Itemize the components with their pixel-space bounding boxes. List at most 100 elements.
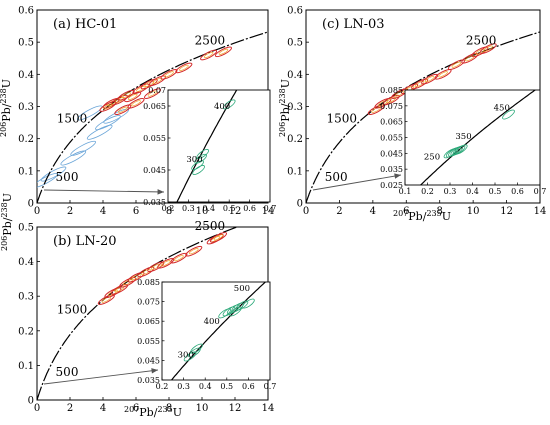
- data-ellipse: [137, 266, 155, 278]
- inset-plot-area: [176, 90, 238, 202]
- data-ellipse-inner: [188, 248, 199, 255]
- x-tick-label: 4: [100, 403, 106, 414]
- data-ellipse: [461, 52, 479, 64]
- panel-b: 0 2 4 6 8 10 12 14 0 0.1 0.2 0.3 0.4 0.5 500 1500 2500 (b…: [18, 219, 277, 419]
- inset-data-ellipse: [192, 165, 205, 175]
- y-tick-label: 0.5: [287, 38, 303, 49]
- y-tick-label: 0.4: [18, 257, 34, 268]
- x-axis-label: 207Pb/235U: [393, 209, 451, 223]
- inset: 0.2 0.3 0.4 0.5 0.6 0.7 0.035 0.045 0.055 0.065 0.…: [137, 278, 277, 391]
- inset-frame: [404, 89, 541, 186]
- inset-age-label: 500: [234, 284, 250, 294]
- inset-data-ellipse: [190, 343, 203, 354]
- y-tick-label: 0.4: [287, 70, 303, 81]
- inset-x-tick-label: 0.4: [202, 204, 215, 213]
- data-ellipse: [127, 271, 145, 283]
- data-ellipse-discordant: [37, 172, 59, 188]
- concordia-age-label: 500: [56, 170, 79, 184]
- concordia-age-label: 500: [325, 170, 348, 184]
- data-ellipse-inner: [218, 48, 229, 55]
- y-tick-label: 0.2: [18, 134, 34, 145]
- data-ellipse: [447, 59, 465, 70]
- x-tick-label: 14: [262, 206, 275, 217]
- inset-x-tick-label: 0.6: [243, 204, 256, 213]
- zoom-arrow-line: [43, 369, 159, 385]
- data-ellipse: [170, 252, 188, 264]
- x-tick-label: 8: [166, 403, 172, 414]
- inset-y-tick-label: 0.035: [137, 376, 160, 385]
- inset-y-tick-label: 0.065: [143, 102, 166, 111]
- inset-x-tick-label: 0.2: [421, 187, 434, 196]
- data-ellipse: [127, 97, 145, 109]
- data-ellipse-inner: [213, 234, 224, 241]
- concordia-age-label: 500: [56, 365, 79, 379]
- concordia-age-label: 2500: [466, 34, 497, 48]
- panel-label: (a) HC-01: [53, 17, 117, 32]
- zoom-arrow-line: [312, 174, 402, 191]
- y-tick-label: 0.2: [18, 326, 34, 337]
- inset-data-ellipse: [242, 298, 255, 309]
- y-axis-label: 206Pb/238U: [278, 79, 292, 137]
- inset-y-tick-label: 0.045: [137, 356, 160, 365]
- shared-y-axis-label: 206Pb/238U: [0, 193, 14, 251]
- y-tick-label: 0.1: [287, 166, 303, 177]
- data-ellipse: [148, 75, 166, 87]
- panel-label: (b) LN-20: [53, 234, 117, 249]
- data-ellipse-inner: [141, 269, 151, 275]
- y-tick-label: 0.6: [18, 6, 34, 17]
- inset-x-tick-label: 0.7: [264, 204, 277, 213]
- inset-y-tick-label: 0.025: [380, 181, 403, 190]
- inset: 0.2 0.3 0.4 0.5 0.6 0.7 0.035 0.045 0.055 0.065 0.…: [143, 86, 277, 213]
- zoom-arrow-head: [394, 173, 401, 179]
- x-tick-label: 2: [336, 206, 342, 217]
- data-ellipse: [374, 97, 392, 109]
- y-tick-label: 0.5: [18, 223, 34, 234]
- plot-area: [37, 31, 268, 203]
- data-ellipse-discordant: [95, 115, 121, 131]
- data-ellipse: [119, 277, 137, 288]
- data-ellipse-inner: [465, 55, 475, 62]
- inset-x-tick-label: 0.3: [182, 204, 195, 213]
- inset-x-tick-label: 0.6: [242, 382, 255, 391]
- inset-x-tick-label: 0.2: [162, 204, 175, 213]
- inset-y-tick-label: 0.065: [380, 118, 403, 127]
- concordia-curve: [37, 227, 239, 400]
- data-ellipse-inner: [103, 103, 113, 110]
- concordia-age-label: 1500: [57, 112, 88, 126]
- inset-age-label: 400: [204, 317, 220, 327]
- x-tick-label: 2: [67, 206, 73, 217]
- inset-y-tick-label: 0.075: [380, 102, 403, 111]
- concordia-age-label: 1500: [57, 302, 88, 316]
- data-ellipse: [471, 46, 489, 58]
- data-ellipse: [479, 43, 497, 54]
- data-ellipse: [175, 62, 193, 74]
- x-tick-label: 4: [100, 206, 106, 217]
- inset-y-tick-label: 0.035: [143, 198, 166, 207]
- data-ellipse-inner: [438, 71, 448, 78]
- data-ellipse-inner: [164, 71, 174, 78]
- inset-data-ellipse: [231, 302, 244, 313]
- inset-data-ellipse: [229, 306, 242, 317]
- data-ellipse-inner: [147, 90, 158, 97]
- inset-y-tick-label: 0.045: [380, 149, 403, 158]
- zoom-arrow-head: [151, 368, 158, 374]
- inset-x-tick-label: 0.7: [264, 382, 277, 391]
- data-ellipse-inner: [131, 100, 141, 107]
- data-ellipse-inner: [414, 81, 425, 87]
- concordia-age-label: 1500: [327, 112, 358, 126]
- data-ellipse-inner: [203, 52, 214, 58]
- inset-x-tick-label: 0.4: [466, 187, 479, 196]
- zoom-arrow-line: [43, 189, 165, 193]
- data-ellipse-discordant: [86, 124, 113, 140]
- inset-y-tick-label: 0.065: [137, 317, 160, 326]
- inset-age-label: 350: [455, 132, 471, 142]
- inset-frame: [167, 89, 271, 203]
- x-tick-label: 6: [133, 206, 139, 217]
- x-tick-label: 8: [437, 206, 443, 217]
- inset-data-ellipse: [450, 146, 464, 156]
- inset-x-tick-label: 0.2: [156, 382, 169, 391]
- y-tick-label: 0.1: [18, 361, 34, 372]
- data-ellipse: [140, 78, 158, 90]
- x-tick-label: 8: [166, 206, 172, 217]
- inset-data-ellipse: [452, 145, 466, 156]
